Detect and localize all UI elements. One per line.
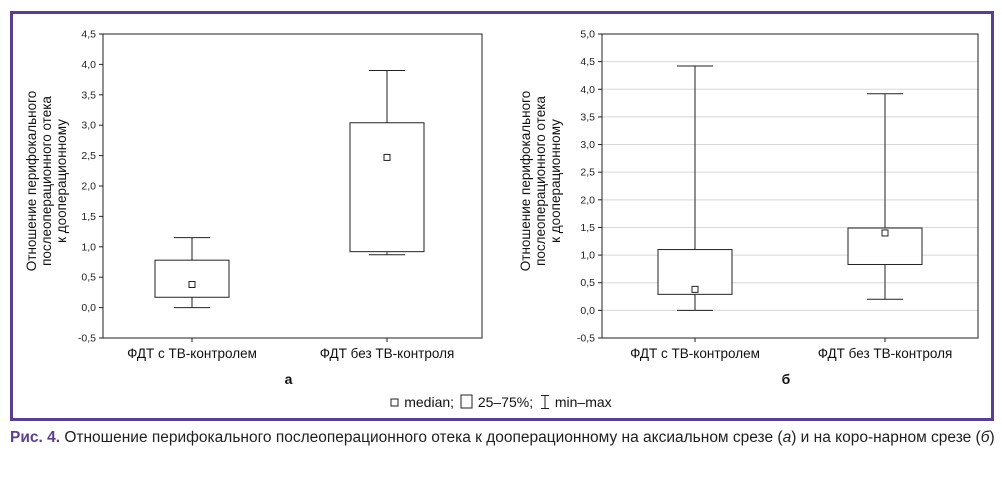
y-tick-label: 3,0 [81, 120, 96, 132]
y-tick-label: 3,5 [580, 111, 595, 123]
iqr-box [349, 122, 425, 253]
legend-whisker-label: min–max [554, 394, 612, 410]
plot-area-frame [601, 33, 979, 339]
y-tick-label: 3,0 [580, 139, 595, 151]
y-tick-label: 1,5 [580, 222, 595, 234]
figure-frame [10, 11, 994, 421]
x-category-label: ФДТ с ТВ-контролем [630, 346, 760, 361]
box-icon [460, 394, 473, 409]
y-tick-label: 1,5 [81, 211, 96, 223]
legend-box-label: 25–75%; [477, 394, 534, 410]
y-tick-label: -0,5 [78, 333, 96, 345]
y-tick-label: 2,5 [81, 150, 96, 162]
panel-label: а [285, 371, 293, 387]
y-tick-label: 1,0 [580, 250, 595, 262]
figure-caption: Рис. 4. Отношение перифокального послеоп… [10, 427, 995, 449]
whisker-icon [540, 395, 549, 409]
caption-text-2: ) и на коро-нарном срезе ( [791, 429, 981, 446]
y-axis-label-line: Отношение перифокального [518, 91, 533, 271]
y-axis-label-line: послеоперационного отека [39, 96, 54, 266]
x-category-label: ФДТ с ТВ-контролем [127, 346, 257, 361]
caption-text-3: ) [989, 429, 995, 446]
y-axis-label-line: к дооперационному [54, 119, 69, 243]
y-tick-label: 0,5 [81, 272, 96, 284]
y-tick-label: -0,5 [577, 333, 595, 345]
caption-label: Рис. 4. [10, 429, 61, 446]
y-axis-label-line: послеоперационного отека [533, 96, 548, 266]
caption-panel-b-ref: б [980, 429, 990, 446]
caption-text-1: Отношение перифокального послеоперационн… [60, 429, 783, 446]
iqr-box [154, 259, 230, 298]
y-axis-label-line: Отношение перифокального [24, 91, 39, 271]
legend-median-label: median; [404, 394, 455, 410]
panel-a-chart: -0,5 0,0 0,5 1,0 1,5 2,0 2,5 3,0 3,5 4,0 4,5 Отноше… [24, 29, 483, 387]
y-tick-label: 0,0 [81, 302, 96, 314]
y-tick-label: 3,5 [81, 89, 96, 101]
median-marker-icon [390, 398, 399, 407]
y-tick-label: 0,0 [580, 305, 595, 317]
y-tick-label: 2,0 [81, 181, 96, 193]
median-marker [188, 280, 196, 288]
caption-panel-a-ref: а [782, 429, 792, 446]
x-category-label: ФДТ без ТВ-контроля [320, 346, 455, 361]
panel-b-chart: -0,5 0,0 0,5 1,0 1,5 2,0 2,5 3,0 3,5 4,0 4,5 5,0 Отн… [518, 29, 979, 387]
median-marker [383, 153, 391, 161]
y-tick-label: 2,0 [580, 194, 595, 206]
y-tick-label: 1,0 [81, 241, 96, 253]
y-tick-label: 4,0 [580, 84, 595, 96]
boxplot-figure: -0,5 0,0 0,5 1,0 1,5 2,0 2,5 3,0 3,5 4,0 4,5 Отноше… [24, 29, 979, 387]
y-axis-label: Отношение перифокальногопослеоперационно… [24, 91, 69, 271]
y-tick-label: 4,5 [81, 29, 96, 41]
y-tick-label: 5,0 [580, 29, 595, 41]
y-tick-label: 2,5 [580, 167, 595, 179]
y-tick-label: 4,5 [580, 56, 595, 68]
y-tick-label: 0,5 [580, 277, 595, 289]
chart-legend: median; 25–75%; min–max [0, 394, 1002, 410]
median-marker [691, 285, 699, 293]
y-axis-label: Отношение перифокальногопослеоперационно… [518, 91, 563, 271]
y-tick-label: 4,0 [81, 59, 96, 71]
median-marker [881, 229, 889, 237]
x-category-label: ФДТ без ТВ-контроля [818, 346, 953, 361]
panel-label: б [782, 371, 791, 387]
y-axis-label-line: к дооперационному [548, 119, 563, 243]
